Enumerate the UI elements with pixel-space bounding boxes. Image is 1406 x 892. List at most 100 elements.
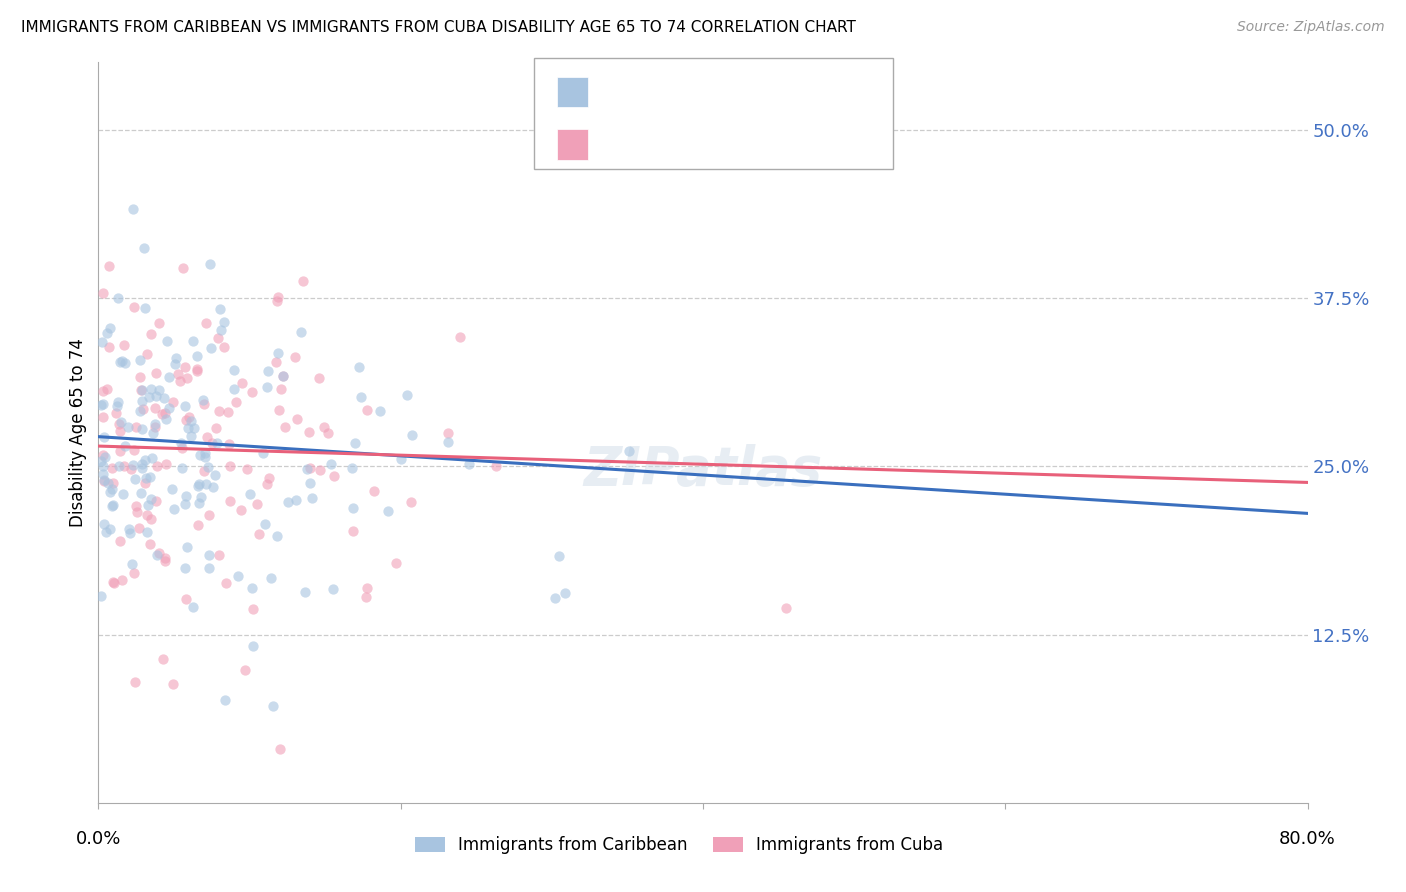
Point: [198, 257, 221, 271]
Point: [141, 326, 163, 341]
Point: [93, 450, 115, 464]
Point: [108, 533, 131, 548]
Point: [162, 677, 184, 691]
Point: [143, 420, 166, 434]
Point: [193, 397, 215, 411]
Point: [298, 425, 321, 440]
Text: N =: N =: [699, 82, 747, 100]
Point: [110, 424, 132, 438]
Point: [246, 497, 269, 511]
Point: [775, 601, 797, 615]
Point: [90, 589, 112, 603]
Point: [174, 561, 197, 575]
Point: [264, 355, 287, 369]
Point: [121, 461, 143, 475]
Point: [129, 404, 152, 418]
Point: [165, 351, 187, 365]
Point: [131, 422, 153, 436]
Point: [188, 448, 211, 462]
Point: [142, 425, 165, 440]
Legend: Immigrants from Caribbean, Immigrants from Cuba: Immigrants from Caribbean, Immigrants fr…: [408, 830, 949, 861]
Point: [544, 591, 567, 605]
Point: [177, 410, 200, 425]
Point: [240, 581, 263, 595]
Point: [157, 401, 180, 415]
Point: [129, 369, 152, 384]
Text: R =: R =: [600, 82, 637, 100]
Point: [197, 508, 219, 522]
Point: [98, 522, 121, 536]
Point: [256, 477, 278, 491]
Point: [240, 384, 263, 399]
Point: [180, 429, 202, 443]
Text: 80.0%: 80.0%: [1279, 830, 1336, 847]
Point: [176, 540, 198, 554]
Point: [257, 471, 280, 485]
Point: [131, 384, 153, 398]
Point: [138, 537, 160, 551]
Point: [226, 569, 249, 583]
Point: [150, 407, 173, 421]
Point: [217, 405, 239, 419]
Point: [183, 421, 205, 435]
Point: [135, 508, 157, 522]
Point: [340, 461, 363, 475]
Point: [267, 403, 290, 417]
Point: [122, 300, 145, 314]
Point: [343, 436, 366, 450]
Point: [145, 367, 167, 381]
Point: [112, 337, 135, 351]
Point: [207, 436, 229, 450]
Point: [174, 489, 197, 503]
Point: [197, 460, 219, 475]
Point: [134, 301, 156, 315]
Point: [170, 441, 193, 455]
Point: [174, 399, 197, 413]
Point: [114, 438, 136, 452]
Point: [266, 294, 288, 309]
Point: [194, 316, 217, 330]
Text: IMMIGRANTS FROM CARIBBEAN VS IMMIGRANTS FROM CUBA DISABILITY AGE 65 TO 74 CORREL: IMMIGRANTS FROM CARIBBEAN VS IMMIGRANTS …: [21, 20, 856, 35]
Point: [356, 591, 378, 605]
Point: [212, 340, 235, 354]
Point: [131, 394, 153, 409]
Point: [242, 602, 264, 616]
Point: [156, 334, 179, 349]
Point: [101, 482, 124, 496]
Point: [139, 491, 162, 506]
Text: R =: R =: [600, 135, 637, 153]
Point: [108, 459, 131, 474]
Point: [139, 382, 162, 396]
Point: [129, 353, 152, 368]
Point: [186, 361, 208, 376]
Point: [118, 522, 141, 536]
Point: [173, 360, 195, 375]
Point: [350, 390, 373, 404]
Point: [242, 639, 264, 653]
Point: [266, 529, 288, 543]
Point: [141, 511, 163, 525]
Point: [176, 371, 198, 385]
Point: [214, 693, 236, 707]
Point: [298, 476, 321, 491]
Point: [190, 490, 212, 504]
Point: [91, 458, 114, 473]
Point: [143, 417, 166, 432]
Point: [295, 462, 318, 476]
Point: [219, 494, 242, 508]
Point: [122, 566, 145, 581]
Point: [548, 549, 571, 563]
Point: [148, 384, 170, 398]
Point: [342, 524, 364, 538]
Point: [152, 652, 174, 666]
Text: 145: 145: [752, 82, 783, 100]
Text: ZIPatlas: ZIPatlas: [583, 443, 823, 496]
Point: [368, 403, 391, 417]
Point: [105, 399, 128, 413]
Point: [200, 341, 222, 355]
Point: [114, 458, 136, 473]
Point: [209, 323, 232, 337]
Point: [619, 443, 641, 458]
Point: [129, 485, 152, 500]
Point: [121, 558, 143, 572]
